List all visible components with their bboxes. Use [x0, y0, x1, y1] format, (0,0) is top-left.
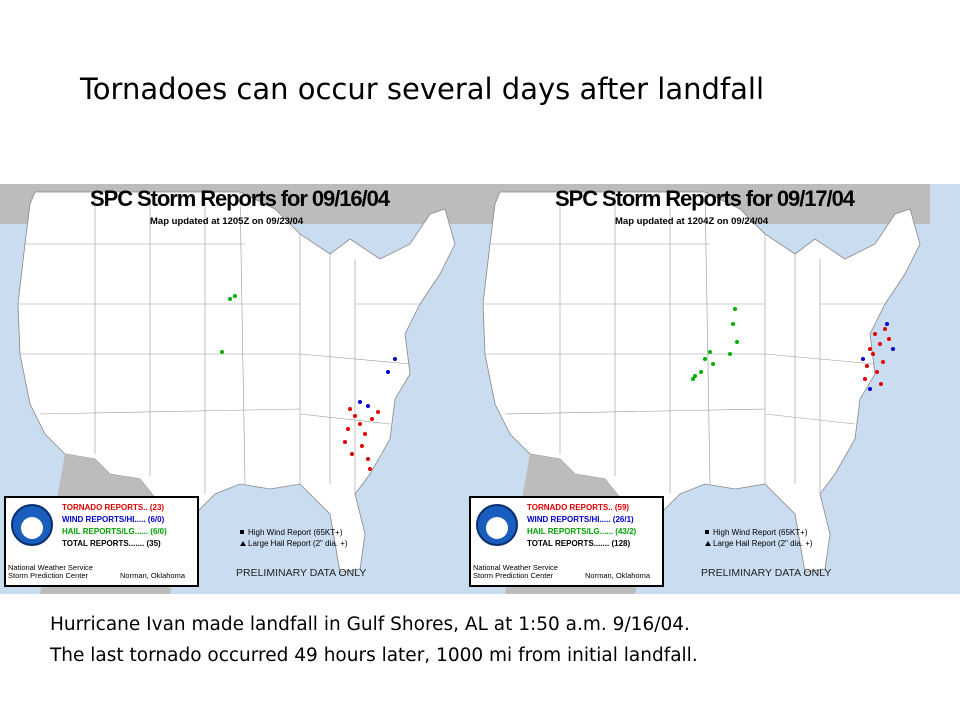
key-triangle	[705, 541, 711, 546]
report-dot	[733, 307, 737, 311]
report-dot	[693, 374, 697, 378]
state-line	[704, 191, 711, 485]
report-dot	[386, 370, 390, 374]
legend-line: TOTAL REPORTS....... (128)	[527, 539, 630, 548]
report-dot	[353, 414, 357, 418]
report-dot	[708, 350, 712, 354]
state-line	[39, 408, 301, 415]
report-dot	[868, 387, 872, 391]
legend-line: HAIL REPORTS/LG...... (43/2)	[527, 527, 637, 536]
preliminary: PRELIMINARY DATA ONLY	[701, 567, 831, 579]
key-line: High Wind Report (65KT+)	[713, 528, 808, 537]
report-dot	[875, 370, 879, 374]
key-line: Large Hail Report (2" dia. +)	[248, 539, 348, 548]
state-line	[299, 413, 391, 425]
report-dot	[350, 452, 354, 456]
report-dot	[376, 410, 380, 414]
report-dot	[691, 377, 695, 381]
report-dot	[363, 432, 367, 436]
report-dot	[343, 440, 347, 444]
noaa-logo-inner	[21, 517, 43, 539]
maps: SPC Storm Reports for 09/16/04 Map update…	[0, 184, 960, 594]
report-dot	[228, 297, 232, 301]
caption-line: Hurricane Ivan made landfall in Gulf Sho…	[50, 614, 690, 635]
key-triangle	[240, 541, 246, 546]
legend-line: TORNADO REPORTS.. (23)	[62, 503, 164, 512]
report-dot	[881, 360, 885, 364]
report-dot	[861, 357, 865, 361]
report-dot	[878, 342, 882, 346]
report-dot	[883, 327, 887, 331]
map-updated: Map updated at 1205Z on 09/23/04	[150, 216, 304, 227]
report-dot	[885, 322, 889, 326]
report-dot	[868, 347, 872, 351]
report-dot	[731, 322, 735, 326]
report-dot	[233, 294, 237, 298]
report-dot	[873, 332, 877, 336]
report-dot	[863, 377, 867, 381]
office-line: Storm Prediction Center	[8, 571, 89, 580]
preliminary: PRELIMINARY DATA ONLY	[236, 567, 366, 579]
report-dot	[393, 357, 397, 361]
office-city: Norman, Oklahoma	[585, 571, 651, 580]
storm-map: SPC Storm Reports for 09/16/04 Map update…	[0, 184, 465, 594]
report-dot	[891, 347, 895, 351]
report-dot	[346, 427, 350, 431]
legend-line: WIND REPORTS/HI..... (26/1)	[527, 515, 634, 524]
report-dot	[370, 417, 374, 421]
state-line	[504, 408, 766, 415]
report-dot	[368, 467, 372, 471]
map-title: SPC Storm Reports for 09/17/04	[555, 186, 856, 211]
report-dot	[865, 364, 869, 368]
office-line: National Weather Service	[473, 563, 558, 572]
report-dot	[366, 404, 370, 408]
map-updated: Map updated at 1204Z on 09/24/04	[615, 216, 769, 227]
legend-line: WIND REPORTS/HI..... (6/0)	[62, 515, 165, 524]
report-dot	[220, 350, 224, 354]
slide-title: Tornadoes can occur several days after l…	[80, 72, 765, 106]
key-square	[240, 530, 244, 534]
report-dot	[358, 422, 362, 426]
key-line: Large Hail Report (2" dia. +)	[713, 539, 813, 548]
noaa-logo-inner	[486, 517, 508, 539]
storm-map: SPC Storm Reports for 09/17/04 Map update…	[465, 184, 960, 594]
legend-line: TOTAL REPORTS....... (35)	[62, 539, 161, 548]
office-line: National Weather Service	[8, 563, 93, 572]
report-dot	[699, 370, 703, 374]
legend-line: HAIL REPORTS/LG...... (6/0)	[62, 527, 167, 536]
report-dot	[703, 357, 707, 361]
office-city: Norman, Oklahoma	[120, 571, 186, 580]
report-dot	[711, 362, 715, 366]
map-title: SPC Storm Reports for 09/16/04	[90, 186, 391, 211]
us-land	[17, 191, 456, 573]
report-dot	[366, 457, 370, 461]
key-square	[705, 530, 709, 534]
caption-line: The last tornado occurred 49 hours later…	[50, 645, 698, 666]
report-dot	[887, 337, 891, 341]
report-dot	[871, 352, 875, 356]
report-dot	[879, 382, 883, 386]
report-dot	[358, 400, 362, 404]
report-dot	[348, 407, 352, 411]
report-dot	[360, 444, 364, 448]
us-land	[482, 191, 921, 573]
key-line: High Wind Report (65KT+)	[248, 528, 343, 537]
report-dot	[735, 340, 739, 344]
report-dot	[728, 352, 732, 356]
state-line	[764, 413, 856, 425]
legend-line: TORNADO REPORTS.. (59)	[527, 503, 629, 512]
state-line	[239, 191, 246, 485]
office-line: Storm Prediction Center	[473, 571, 554, 580]
